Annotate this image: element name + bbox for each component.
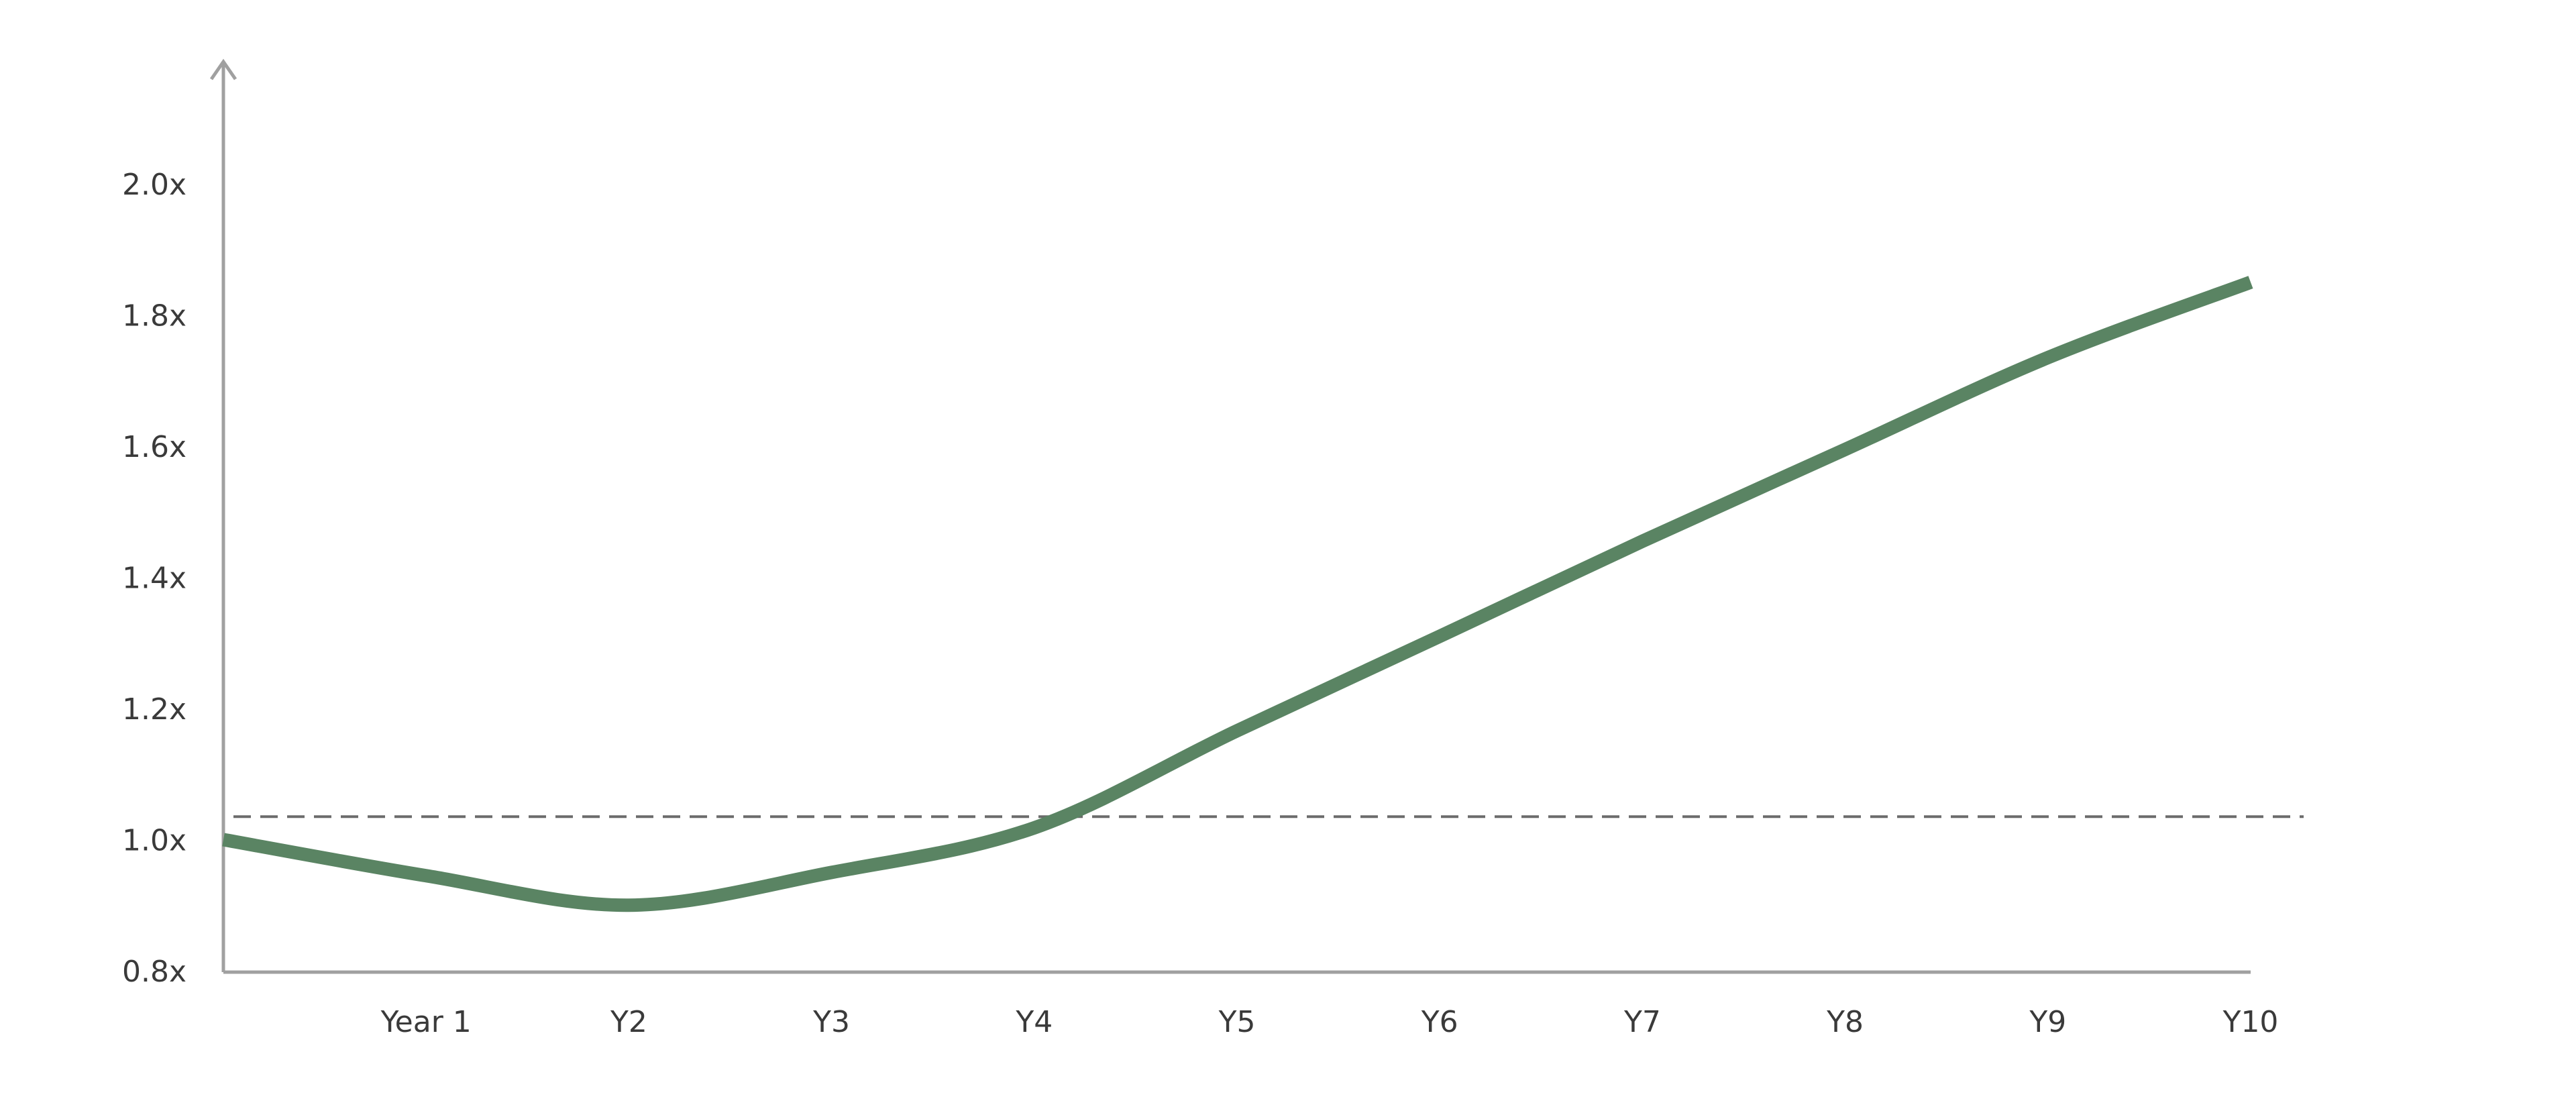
y-tick-label: 1.4x bbox=[122, 562, 186, 596]
x-tick-label: Y9 bbox=[2029, 1005, 2066, 1039]
x-tick-label: Y6 bbox=[1421, 1005, 1458, 1039]
x-tick-label: Year 1 bbox=[380, 1005, 472, 1039]
y-tick-label: 1.8x bbox=[122, 299, 186, 333]
y-tick-label: 2.0x bbox=[122, 168, 186, 202]
y-tick-label: 1.6x bbox=[122, 430, 186, 464]
x-tick-label: Y4 bbox=[1015, 1005, 1053, 1039]
x-tick-label: Y8 bbox=[1826, 1005, 1864, 1039]
x-tick-label: Y10 bbox=[2222, 1005, 2279, 1039]
x-tick-label: Y2 bbox=[610, 1005, 647, 1039]
x-tick-label: Y3 bbox=[812, 1005, 850, 1039]
y-tick-label: 1.0x bbox=[122, 824, 186, 858]
x-tick-label: Y7 bbox=[1623, 1005, 1661, 1039]
x-tick-label: Y5 bbox=[1218, 1005, 1256, 1039]
y-axis-ticks: 0.8x 1.0x 1.2x 1.4x 1.6x 1.8x 2.0x bbox=[122, 168, 186, 989]
x-axis-ticks: Year 1 Y2 Y3 Y4 Y5 Y6 Y7 Y8 Y9 Y10 bbox=[380, 1005, 2279, 1039]
series-line bbox=[222, 276, 2253, 912]
y-axis-arrow-icon bbox=[209, 58, 237, 81]
y-tick-label: 1.2x bbox=[122, 692, 186, 727]
y-tick-label: 0.8x bbox=[122, 955, 186, 989]
